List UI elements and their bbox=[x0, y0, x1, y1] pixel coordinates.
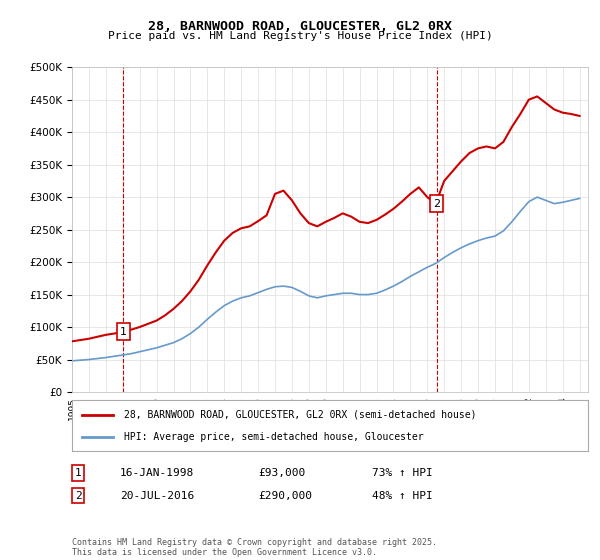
Text: 2: 2 bbox=[433, 199, 440, 209]
Text: Price paid vs. HM Land Registry's House Price Index (HPI): Price paid vs. HM Land Registry's House … bbox=[107, 31, 493, 41]
Text: Contains HM Land Registry data © Crown copyright and database right 2025.
This d: Contains HM Land Registry data © Crown c… bbox=[72, 538, 437, 557]
Text: 20-JUL-2016: 20-JUL-2016 bbox=[120, 491, 194, 501]
Text: 28, BARNWOOD ROAD, GLOUCESTER, GL2 0RX: 28, BARNWOOD ROAD, GLOUCESTER, GL2 0RX bbox=[148, 20, 452, 32]
Text: 48% ↑ HPI: 48% ↑ HPI bbox=[372, 491, 433, 501]
Text: 16-JAN-1998: 16-JAN-1998 bbox=[120, 468, 194, 478]
Text: £290,000: £290,000 bbox=[258, 491, 312, 501]
Text: 2: 2 bbox=[74, 491, 82, 501]
Text: 1: 1 bbox=[74, 468, 82, 478]
Text: 73% ↑ HPI: 73% ↑ HPI bbox=[372, 468, 433, 478]
Text: 1: 1 bbox=[120, 326, 127, 337]
Text: £93,000: £93,000 bbox=[258, 468, 305, 478]
Text: 28, BARNWOOD ROAD, GLOUCESTER, GL2 0RX (semi-detached house): 28, BARNWOOD ROAD, GLOUCESTER, GL2 0RX (… bbox=[124, 409, 476, 419]
Text: HPI: Average price, semi-detached house, Gloucester: HPI: Average price, semi-detached house,… bbox=[124, 432, 423, 442]
